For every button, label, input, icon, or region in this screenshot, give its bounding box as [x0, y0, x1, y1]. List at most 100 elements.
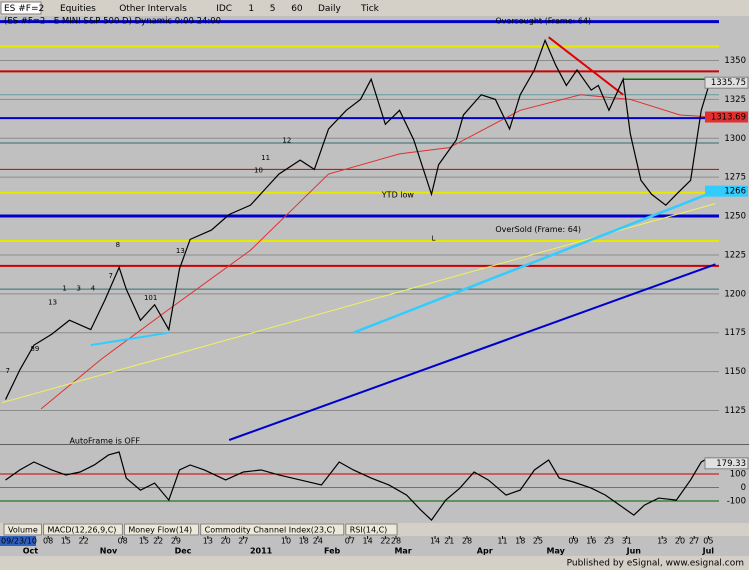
- x-tick-label: 18: [299, 537, 309, 546]
- toolbar-item[interactable]: Daily: [318, 4, 341, 14]
- x-month-label: Feb: [324, 547, 341, 556]
- x-tick-label: 29: [171, 537, 181, 546]
- price-line: [5, 38, 713, 400]
- annotation: 7: [6, 367, 10, 375]
- symbol: ES #F=2: [4, 4, 44, 14]
- annotation: 12: [282, 137, 291, 145]
- price-panel: [0, 16, 749, 444]
- annotation: 1: [62, 284, 66, 292]
- y-tick-label: 1125: [724, 406, 746, 416]
- y-tick-label: 1175: [724, 328, 746, 338]
- x-tick-label: 27: [689, 537, 699, 546]
- annotation: 11: [261, 154, 270, 162]
- x-tick-label: 21: [444, 537, 454, 546]
- value-tag: 1313.69: [711, 113, 746, 123]
- toolbar-item[interactable]: 5: [270, 4, 276, 14]
- overlay-line: [228, 263, 716, 441]
- value-tag-box: [704, 76, 749, 89]
- chart-title: (ES #F=2 - E MINI S&P 500 D) Dynamic 0:0…: [4, 17, 221, 27]
- x-tick-label: 28: [462, 537, 472, 546]
- toolbar-item[interactable]: 60: [291, 4, 303, 14]
- y-tick-label: 0: [741, 483, 746, 493]
- toolbar-item[interactable]: 1: [248, 4, 254, 14]
- value-tag: 1266: [724, 187, 746, 197]
- overlay-line: [40, 94, 712, 410]
- y-tick-label: 1200: [724, 289, 746, 299]
- overlay-line: [90, 331, 169, 347]
- overlay-line: [352, 190, 716, 334]
- x-tick-label: 20: [221, 537, 231, 546]
- y-tick-label: 1350: [724, 56, 746, 66]
- x-tick-label: 18: [515, 537, 525, 546]
- x-tick-label: 10: [281, 537, 291, 546]
- x-tick-label: 28: [391, 537, 401, 546]
- symbol-box[interactable]: [0, 1, 42, 15]
- x-tick-label: 16: [586, 537, 596, 546]
- tab[interactable]: [123, 523, 200, 536]
- status-bar: [0, 556, 749, 570]
- date-axis: [0, 536, 749, 556]
- x-month-label: Dec: [175, 547, 192, 556]
- tab[interactable]: [200, 523, 345, 536]
- annotation: YTD low: [381, 191, 415, 200]
- toolbar-item[interactable]: Equities: [60, 4, 96, 14]
- x-tick-label: 22: [153, 537, 163, 546]
- date-highlight: [0, 536, 36, 546]
- y-tick-label: 100: [730, 470, 746, 480]
- value-tag-box: [704, 457, 749, 470]
- x-tick-label: 24: [313, 537, 323, 546]
- indicator-panel: [0, 445, 749, 523]
- toolbar-item[interactable]: Tick: [360, 4, 380, 14]
- x-tick-label: 14: [363, 537, 373, 546]
- x-month-label: Nov: [100, 547, 118, 556]
- x-month-label: Jul: [702, 547, 715, 556]
- x-tick-label: 09/23/10: [1, 537, 37, 546]
- y-tick-label: 1325: [724, 95, 746, 105]
- x-tick-label: 13: [657, 537, 667, 546]
- y-tick-label: 1300: [724, 134, 746, 144]
- x-tick-label: 09: [568, 537, 578, 546]
- x-tick-label: 13: [203, 537, 213, 546]
- tab[interactable]: [3, 523, 43, 536]
- y-tick-label: 1150: [724, 367, 746, 377]
- annotation: 13: [48, 298, 57, 306]
- annotation: L: [431, 235, 435, 243]
- x-tick-label: 22: [79, 537, 89, 546]
- status-text: Published by eSignal, www.esignal.com: [567, 559, 744, 569]
- x-month-label: Apr: [477, 547, 493, 556]
- x-tick-label: 14: [430, 537, 440, 546]
- annotation: 7: [108, 272, 112, 280]
- tab-label[interactable]: Volume: [8, 526, 38, 535]
- x-tick-label: 08: [118, 537, 128, 546]
- annotation: OverSold (Frame: 64): [495, 225, 581, 234]
- x-month-label: Mar: [394, 547, 411, 556]
- tab-label[interactable]: Commodity Channel Index(23,C): [205, 526, 336, 535]
- x-tick-label: 08: [43, 537, 53, 546]
- x-month-label: Oct: [23, 547, 39, 556]
- x-tick-label: 31: [622, 537, 632, 546]
- tab-label[interactable]: Money Flow(14): [128, 526, 192, 535]
- x-tick-label: 11: [497, 537, 507, 546]
- y-tick-label: 1275: [724, 173, 746, 183]
- annotation: 3: [77, 284, 81, 292]
- annotation: 13: [176, 247, 185, 255]
- x-tick-label: 22: [380, 537, 390, 546]
- tab-label[interactable]: MACD(12,26,9,C): [48, 526, 117, 535]
- annotation: 101: [144, 294, 157, 302]
- toolbar-item[interactable]: Other Intervals: [119, 4, 187, 14]
- price-line: [5, 451, 713, 521]
- x-tick-label: 07: [345, 537, 355, 546]
- y-tick-label: -100: [727, 497, 746, 507]
- annotation: Oversought (Frame: 64): [495, 17, 591, 26]
- tab[interactable]: [43, 523, 123, 536]
- value-tag: 179.33: [716, 459, 746, 469]
- overlay-line: [548, 36, 624, 96]
- tab-label[interactable]: RSI(14,C): [350, 526, 388, 535]
- tab[interactable]: [345, 523, 398, 536]
- toolbar-item[interactable]: IDC: [216, 4, 232, 14]
- annotation: AutoFrame is OFF: [69, 436, 140, 445]
- y-tick-label: 1250: [724, 212, 746, 222]
- value-tag-box: [705, 111, 748, 123]
- x-tick-label: 27: [238, 537, 248, 546]
